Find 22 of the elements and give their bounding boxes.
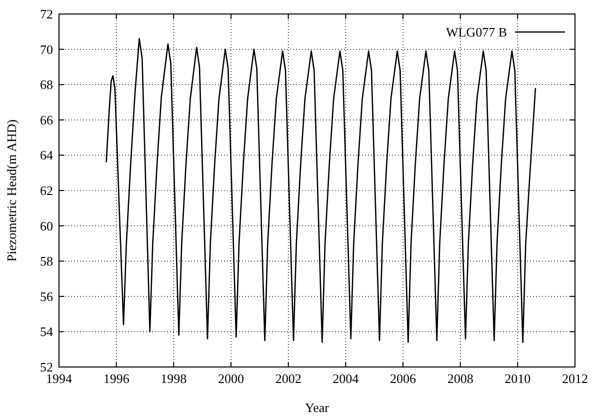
x-tick-label: 1996 [103, 371, 130, 386]
x-tick-label: 2004 [332, 371, 360, 386]
x-tick-label: 2006 [390, 371, 416, 386]
x-axis-title: Year [305, 400, 330, 415]
x-tick-label: 2012 [562, 371, 588, 386]
y-tick-label: 58 [40, 254, 53, 269]
y-tick-label: 54 [40, 324, 54, 340]
y-tick-label: 64 [40, 148, 54, 163]
y-tick-label: 72 [40, 6, 53, 22]
y-axis-title: Piezometric Head(m AHD) [4, 119, 19, 262]
y-tick-label: 60 [40, 218, 53, 234]
x-tick-label: 2000 [218, 371, 244, 386]
y-tick-label: 56 [40, 288, 54, 304]
legend-label: WLG077 B [446, 24, 508, 40]
y-tick-label: 70 [40, 42, 53, 57]
x-tick-label: 2010 [504, 371, 531, 386]
x-tick-label: 1998 [160, 371, 187, 386]
x-tick-label: 2008 [447, 371, 474, 386]
y-tick-label: 66 [40, 112, 54, 128]
y-tick-label: 62 [40, 183, 53, 198]
x-tick-label: 2002 [275, 371, 302, 386]
y-tick-label: 68 [40, 77, 53, 92]
